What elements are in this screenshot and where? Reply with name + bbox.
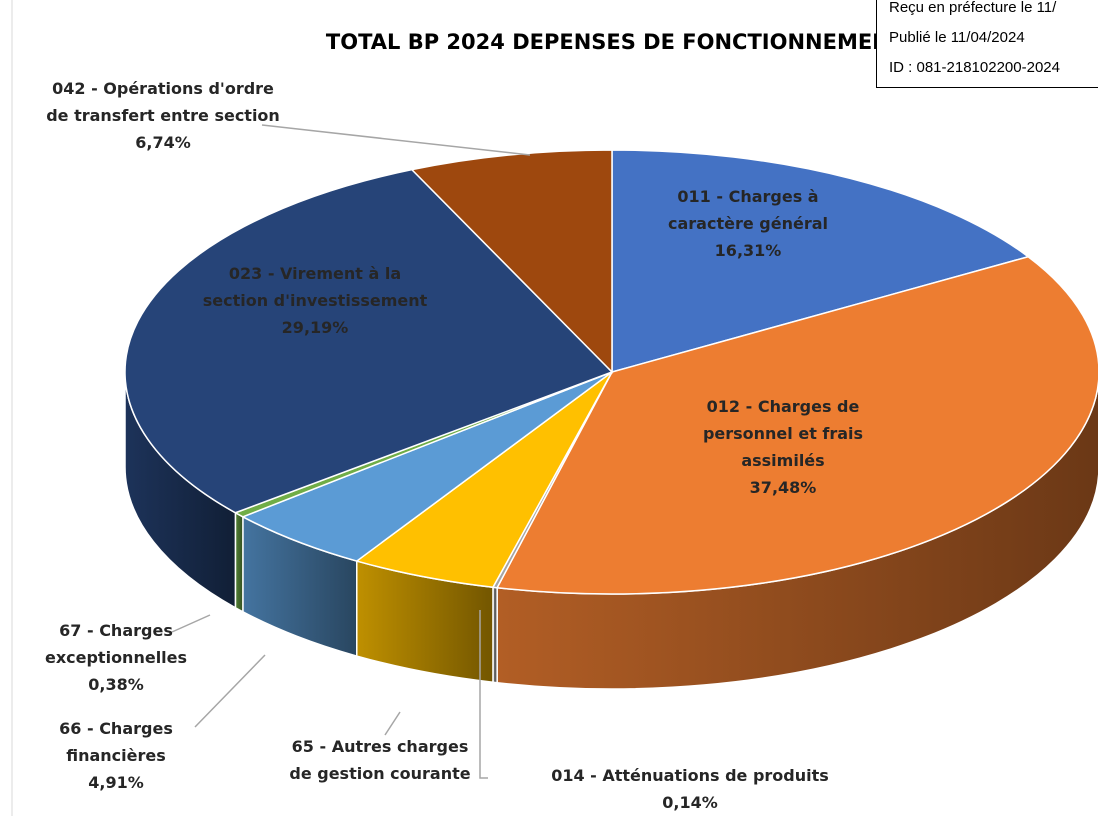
category-label: 67 - Charges exceptionnelles [44,621,188,667]
leader [194,654,266,728]
slice [241,371,613,562]
pie-tops [124,149,1098,595]
stamp-line: Publié le 11/04/2024 [889,29,1025,46]
slice [355,371,613,589]
category-label: 65 - Autres charges de gestion courante [289,737,471,783]
leader [384,711,401,736]
value-label: 4,91% [88,773,144,792]
value-label: 0,14% [662,793,718,812]
slice [495,255,1098,595]
data-label: 65 - Autres charges de gestion courante [285,733,475,787]
slice [410,149,613,374]
slice-side [234,511,244,614]
data-label: 042 - Opérations d'ordre de transfert en… [43,75,283,156]
category-label: 66 - Charges financières [59,719,173,765]
leader [171,614,211,633]
data-label: 011 - Charges à caractère général 16,31% [648,183,848,264]
chart-title: TOTAL BP 2024 DEPENSES DE FONCTIONNEMENT [325,30,905,54]
value-label: 16,31% [714,241,782,260]
value-label: 29,19% [281,318,349,337]
stamp-line: Reçu en préfecture le 11/ [889,0,1057,16]
leader-lines [171,124,531,779]
category-label: 023 - Virement à la section d'investisse… [202,264,428,310]
data-label: 012 - Charges de personnel et frais assi… [663,393,903,501]
category-label: 012 - Charges de personnel et frais assi… [702,397,864,470]
data-label: 014 - Atténuations de produits 0,14% [500,762,880,816]
category-label: 042 - Opérations d'ordre de transfert en… [46,79,280,125]
value-label: 37,48% [749,478,817,497]
leader [479,610,488,779]
data-label: 023 - Virement à la section d'investisse… [200,260,430,341]
data-label: 67 - Charges exceptionnelles 0,38% [31,617,201,698]
category-label: 014 - Atténuations de produits [551,766,829,785]
stamp-line: ID : 081-218102200-2024 [889,59,1060,76]
stamp: Reçu en préfecture le 11/Publié le 11/04… [876,0,1098,88]
data-label: 66 - Charges financières 4,91% [31,715,201,796]
category-label: 011 - Charges à caractère général [668,187,828,233]
value-label: 6,74% [135,133,191,152]
pie-sides [124,371,1098,690]
value-label: 0,38% [88,675,144,694]
slice [611,149,1030,373]
leader [261,124,531,156]
slice [124,168,614,514]
